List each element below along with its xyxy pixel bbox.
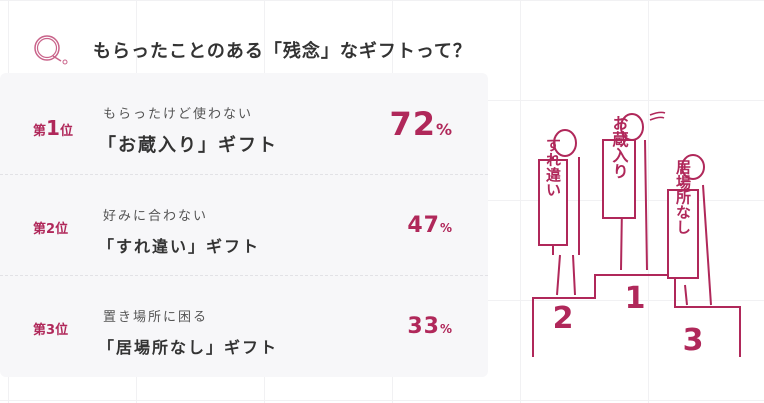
ranking-row-3: 第3位 置き場所に困る 「居場所なし」ギフト 33% xyxy=(0,275,488,377)
ranking-subtitle: もらったけど使わない xyxy=(103,107,254,122)
ranking-percent: 47% xyxy=(407,213,453,238)
ranking-percent: 72% xyxy=(389,105,453,143)
podium-number-3: 3 xyxy=(683,323,704,358)
podium-illustration: すれ違い お蔵入り 居場所なし 1 2 3 xyxy=(532,111,741,358)
podium-number-1: 1 xyxy=(625,281,646,316)
ranking-percent: 33% xyxy=(407,314,453,339)
banner-1-text: お蔵入り xyxy=(610,115,629,179)
ranking-subtitle: 置き場所に困る xyxy=(103,310,209,325)
rank-label: 第3位 xyxy=(33,323,69,338)
banner-2-text: すれ違い xyxy=(544,137,562,197)
question-header: もらったことのある「残念」なギフトって？ xyxy=(33,34,472,66)
figure-3 xyxy=(681,154,712,306)
ranking-row-2: 第2位 好みに合わない 「すれ違い」ギフト 47% xyxy=(0,174,488,276)
podium xyxy=(532,274,741,357)
podium-number-2: 2 xyxy=(553,301,574,336)
rank-label: 第2位 xyxy=(33,222,69,237)
banner-3 xyxy=(667,189,699,279)
ranking-label: 「お蔵入り」ギフト xyxy=(98,135,278,156)
banner-3-text: 居場所なし xyxy=(674,160,692,235)
banner-1 xyxy=(602,139,636,219)
rank-label: 第1位 xyxy=(33,116,73,140)
ranking-label: 「すれ違い」ギフト xyxy=(98,237,261,256)
q-icon xyxy=(34,35,68,65)
ranking-subtitle: 好みに合わない xyxy=(103,209,209,224)
ranking-label: 「居場所なし」ギフト xyxy=(98,338,279,357)
ranking-card: 第1位 もらったけど使わない 「お蔵入り」ギフト 72% 第2位 好みに合わない… xyxy=(0,73,488,377)
ranking-row-1: 第1位 もらったけど使わない 「お蔵入り」ギフト 72% xyxy=(0,73,488,174)
page-title: もらったことのある「残念」なギフトって？ xyxy=(93,41,472,62)
banner-2 xyxy=(538,159,568,246)
